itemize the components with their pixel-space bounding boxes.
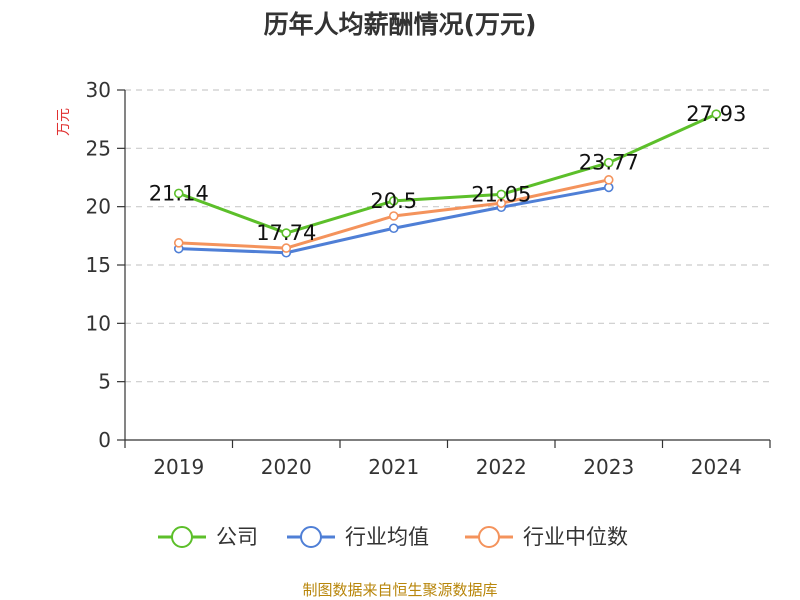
y-tick-label: 20 [86,195,111,219]
y-tick-label: 15 [86,253,111,277]
series-lines [173,109,722,258]
y-tick-label: 10 [86,311,111,335]
data-point [388,196,399,206]
x-tick-label: 2019 [153,455,204,479]
legend: 公司 行业均值 行业中位数 [158,525,628,549]
data-point [388,223,399,234]
data-label: 21.14 [149,181,209,205]
data-label: 21.05 [471,182,531,206]
y-tick-label: 5 [98,370,111,394]
grid-lines [125,89,770,383]
series-line-0 [178,112,717,235]
y-tick-label: 25 [86,136,111,160]
data-point [496,189,507,200]
x-tick-label: 2023 [583,455,634,479]
legend-label: 行业均值 [345,525,429,549]
legend-swatch-marker [478,526,500,548]
chart-title: 历年人均薪酬情况(万元) [264,10,537,39]
data-point [281,228,292,238]
y-tick-label: 30 [86,78,111,102]
source-note: 制图数据来自恒生聚源数据库 [302,581,497,599]
x-tick-label: 2024 [691,455,742,479]
x-tick-label: 2022 [476,455,527,479]
data-point [173,188,184,199]
data-point [173,238,184,248]
legend-swatch-marker [300,526,322,548]
legend-label: 行业中位数 [523,525,628,549]
data-label: 17.74 [256,221,316,245]
data-label: 23.77 [579,151,639,175]
legend-label: 公司 [216,525,258,549]
data-point [281,243,292,253]
data-point [603,157,614,168]
x-tick-label: 2020 [261,455,312,479]
y-tick-label: 0 [98,428,111,452]
data-label: 20.5 [370,189,417,213]
legend-swatch-marker [171,526,193,548]
data-point [711,109,722,119]
data-point [388,211,399,221]
y-axis-label: 万元 [56,108,72,136]
x-tick-label: 2021 [368,455,419,479]
data-point [603,175,614,185]
data-labels: 21.14 17.74 20.5 21.05 23.77 27.93 [149,102,747,245]
axes: 0 5 10 15 20 25 30 2019 2020 2021 2022 2023 2024 [86,78,771,479]
data-label: 27.93 [686,102,746,126]
